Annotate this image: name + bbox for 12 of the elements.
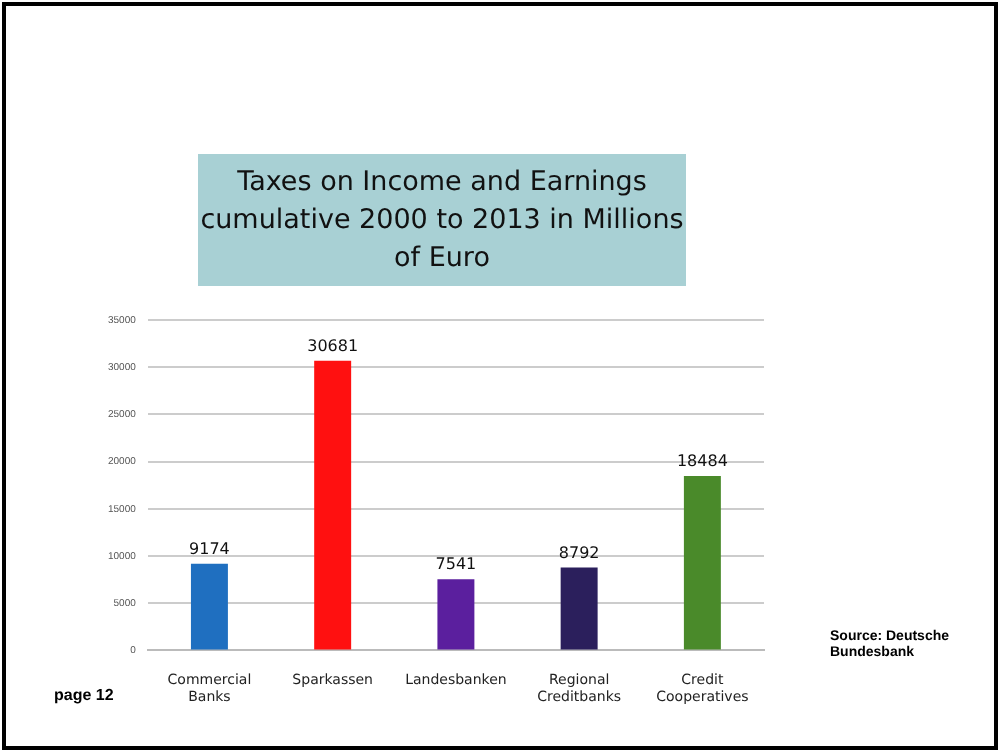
data-label: 9174 — [189, 539, 230, 558]
bar — [437, 579, 475, 650]
bar — [560, 567, 598, 650]
chart-title: Taxes on Income and Earnings cumulative 2000 to 2013 in Millions of Euro — [198, 154, 686, 286]
bar — [190, 563, 228, 650]
data-label: 18484 — [676, 452, 728, 471]
data-label: 7541 — [435, 555, 477, 574]
data-label: 30681 — [307, 336, 359, 355]
data-label: 8792 — [558, 543, 600, 562]
text: page 12 — [54, 686, 114, 704]
bar — [314, 360, 352, 650]
bar — [683, 475, 721, 650]
